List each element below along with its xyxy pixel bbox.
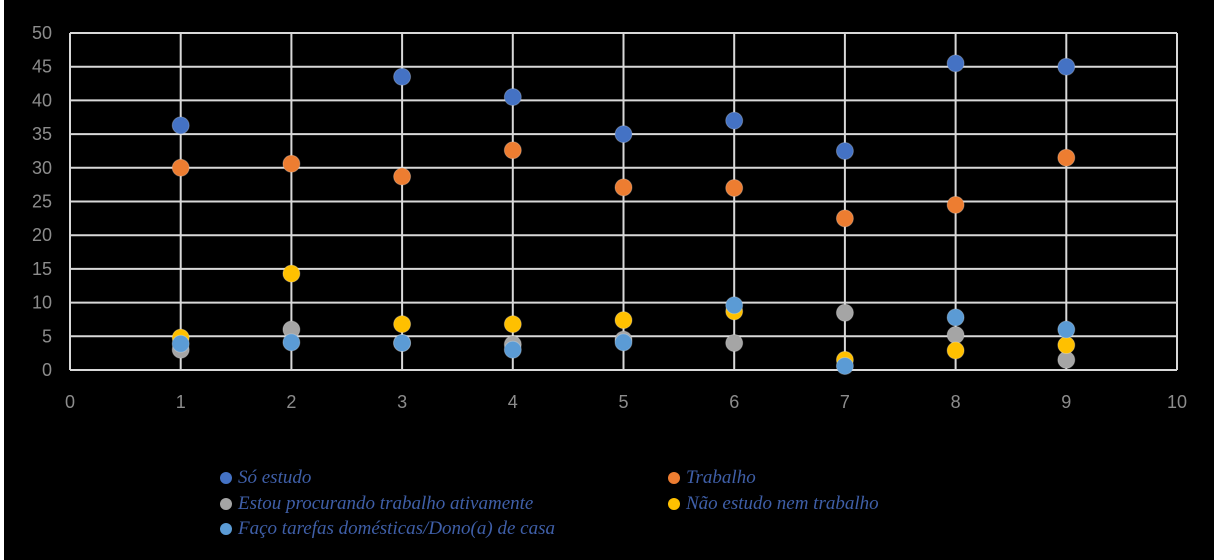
data-point-series-3 xyxy=(393,315,412,334)
data-point-series-0 xyxy=(171,116,190,135)
x-tick-label: 9 xyxy=(1061,392,1071,412)
x-tick-label: 1 xyxy=(176,392,186,412)
data-point-series-3 xyxy=(614,311,633,330)
x-axis-tick-labels: 0 1 2 3 4 5 6 7 8 9 10 xyxy=(65,392,1187,412)
data-point-series-4 xyxy=(171,334,190,353)
y-tick-label: 20 xyxy=(32,225,52,245)
y-tick-label: 30 xyxy=(32,158,52,178)
y-axis-tick-labels: 0 5 10 15 20 25 30 35 40 45 50 xyxy=(32,23,52,380)
data-point-series-0 xyxy=(1057,57,1076,76)
data-point-series-1 xyxy=(835,209,854,228)
data-point-series-0 xyxy=(835,141,854,160)
x-tick-label: 10 xyxy=(1167,392,1187,412)
x-tick-label: 7 xyxy=(840,392,850,412)
data-point-series-1 xyxy=(614,178,633,197)
x-tick-label: 2 xyxy=(286,392,296,412)
y-tick-label: 5 xyxy=(42,326,52,346)
chart-frame: 0 5 10 15 20 25 30 35 40 45 50 0 1 2 3 4 5 6 7 8 9 10 xyxy=(4,0,1214,560)
data-point-series-1 xyxy=(946,195,965,214)
data-point-series-0 xyxy=(503,88,522,107)
data-point-series-3 xyxy=(1057,336,1076,355)
data-point-series-3 xyxy=(946,341,965,360)
data-point-series-1 xyxy=(725,179,744,198)
x-tick-label: 0 xyxy=(65,392,75,412)
x-tick-label: 5 xyxy=(618,392,628,412)
data-point-series-0 xyxy=(946,54,965,73)
data-point-series-0 xyxy=(614,125,633,144)
data-point-series-1 xyxy=(282,154,301,173)
y-tick-label: 40 xyxy=(32,90,52,110)
y-tick-label: 25 xyxy=(32,192,52,212)
x-tick-label: 3 xyxy=(397,392,407,412)
data-points xyxy=(171,54,1076,375)
data-point-series-3 xyxy=(503,315,522,334)
x-tick-label: 4 xyxy=(508,392,518,412)
y-tick-label: 50 xyxy=(32,23,52,43)
data-point-series-3 xyxy=(282,264,301,283)
data-point-series-1 xyxy=(1057,148,1076,167)
data-point-series-0 xyxy=(393,67,412,86)
data-point-series-1 xyxy=(171,158,190,177)
data-point-series-4 xyxy=(725,296,744,315)
data-point-series-4 xyxy=(614,333,633,352)
data-point-series-4 xyxy=(393,334,412,353)
data-point-series-0 xyxy=(725,111,744,130)
data-point-series-1 xyxy=(393,167,412,186)
y-tick-label: 35 xyxy=(32,124,52,144)
y-tick-label: 0 xyxy=(42,360,52,380)
data-point-series-4 xyxy=(282,333,301,352)
y-tick-label: 15 xyxy=(32,259,52,279)
data-point-series-2 xyxy=(946,325,965,344)
grid-lines xyxy=(69,32,1178,371)
data-point-series-4 xyxy=(946,308,965,327)
data-point-series-2 xyxy=(725,334,744,353)
y-tick-label: 45 xyxy=(32,57,52,77)
data-point-series-2 xyxy=(835,303,854,322)
data-point-series-1 xyxy=(503,141,522,160)
x-tick-label: 8 xyxy=(951,392,961,412)
x-tick-label: 6 xyxy=(729,392,739,412)
y-tick-label: 10 xyxy=(32,293,52,313)
data-point-series-4 xyxy=(503,340,522,359)
data-point-series-4 xyxy=(835,356,854,375)
data-point-series-4 xyxy=(1057,320,1076,339)
